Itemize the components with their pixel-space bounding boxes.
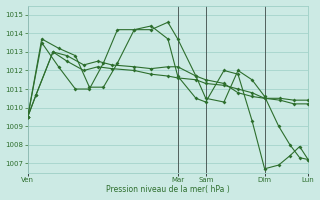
X-axis label: Pression niveau de la mer( hPa ): Pression niveau de la mer( hPa ) xyxy=(106,185,230,194)
